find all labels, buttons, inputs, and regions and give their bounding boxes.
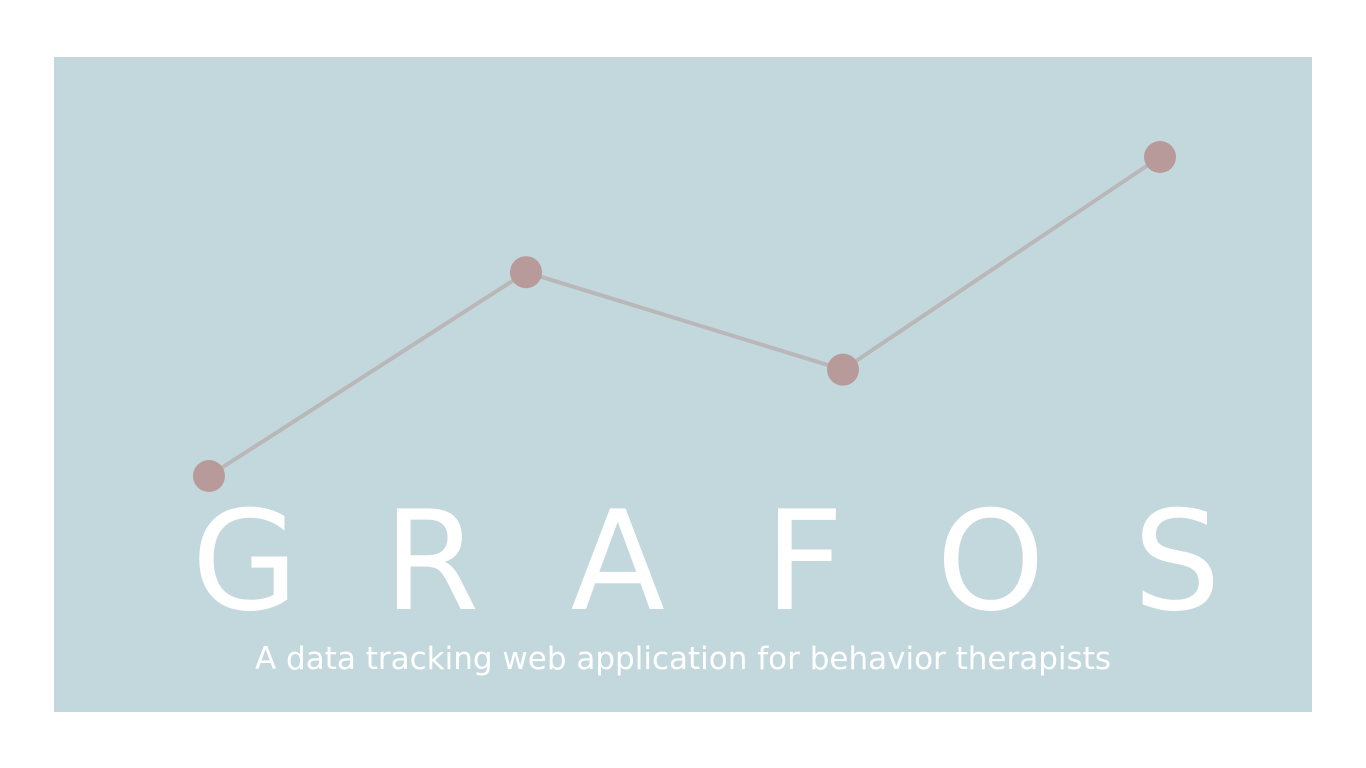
brand-letter-a: A xyxy=(563,487,673,637)
brand-letter-f: F xyxy=(749,487,859,637)
brand-letter-r: R xyxy=(376,487,486,637)
graph-point-3 xyxy=(827,354,859,386)
graph-point-4 xyxy=(1144,141,1176,173)
graph-line xyxy=(209,157,1160,476)
hero-banner: G R A F O S A data tracking web applicat… xyxy=(54,57,1312,712)
brand-title: G R A F O S xyxy=(54,487,1312,637)
brand-letter-o: O xyxy=(936,487,1046,637)
brand-letter-g: G xyxy=(190,487,300,637)
tagline: A data tracking web application for beha… xyxy=(54,637,1312,681)
brand-letter-s: S xyxy=(1122,487,1232,637)
graph-point-2 xyxy=(510,256,542,288)
